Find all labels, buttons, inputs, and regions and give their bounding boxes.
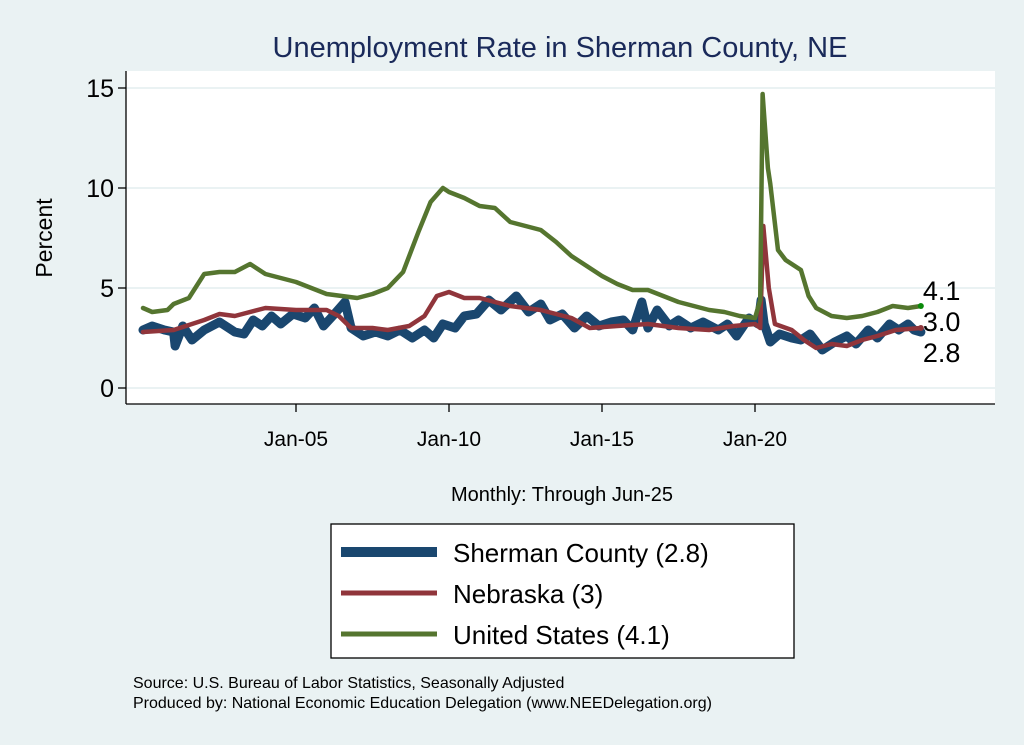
series-lines — [138, 91, 926, 355]
y-axis-label: Percent — [31, 198, 57, 278]
x-tick-label: Jan-15 — [570, 428, 634, 451]
series-line-2 — [140, 91, 924, 321]
gridlines — [126, 87, 995, 389]
x-axis-label: Monthly: Through Jun-25 — [451, 484, 673, 506]
axes: 0 5 10 15 Jan-05 Jan-10 Jan-15 Jan-20 — [86, 71, 995, 451]
x-tick-label: Jan-05 — [264, 428, 328, 451]
y-tick-label: 5 — [100, 275, 114, 303]
end-label: 4.1 — [923, 276, 961, 306]
series-end-marker — [917, 325, 924, 331]
y-tick-label: 10 — [86, 175, 114, 203]
y-tick-label: 15 — [86, 75, 114, 103]
end-labels: 2.83.04.1 — [923, 276, 961, 368]
end-label: 2.8 — [923, 338, 961, 368]
series-line-1 — [140, 223, 924, 351]
legend: Sherman County (2.8) Nebraska (3) United S… — [330, 523, 795, 659]
plot-area — [126, 71, 995, 404]
legend-label: Sherman County (2.8) — [453, 538, 709, 568]
producer-note: Produced by: National Economic Education… — [133, 695, 712, 712]
chart-title: Unemployment Rate in Sherman County, NE — [273, 32, 848, 64]
x-tick-label: Jan-20 — [723, 428, 787, 451]
y-tick-label: 0 — [100, 375, 114, 403]
legend-label: Nebraska (3) — [453, 579, 603, 609]
source-note: Source: U.S. Bureau of Labor Statistics,… — [133, 675, 564, 692]
end-label: 3.0 — [923, 307, 961, 337]
series-line-0 — [138, 291, 926, 355]
x-tick-label: Jan-10 — [417, 428, 481, 451]
legend-label: United States (4.1) — [453, 620, 670, 650]
series-end-marker — [917, 303, 924, 309]
